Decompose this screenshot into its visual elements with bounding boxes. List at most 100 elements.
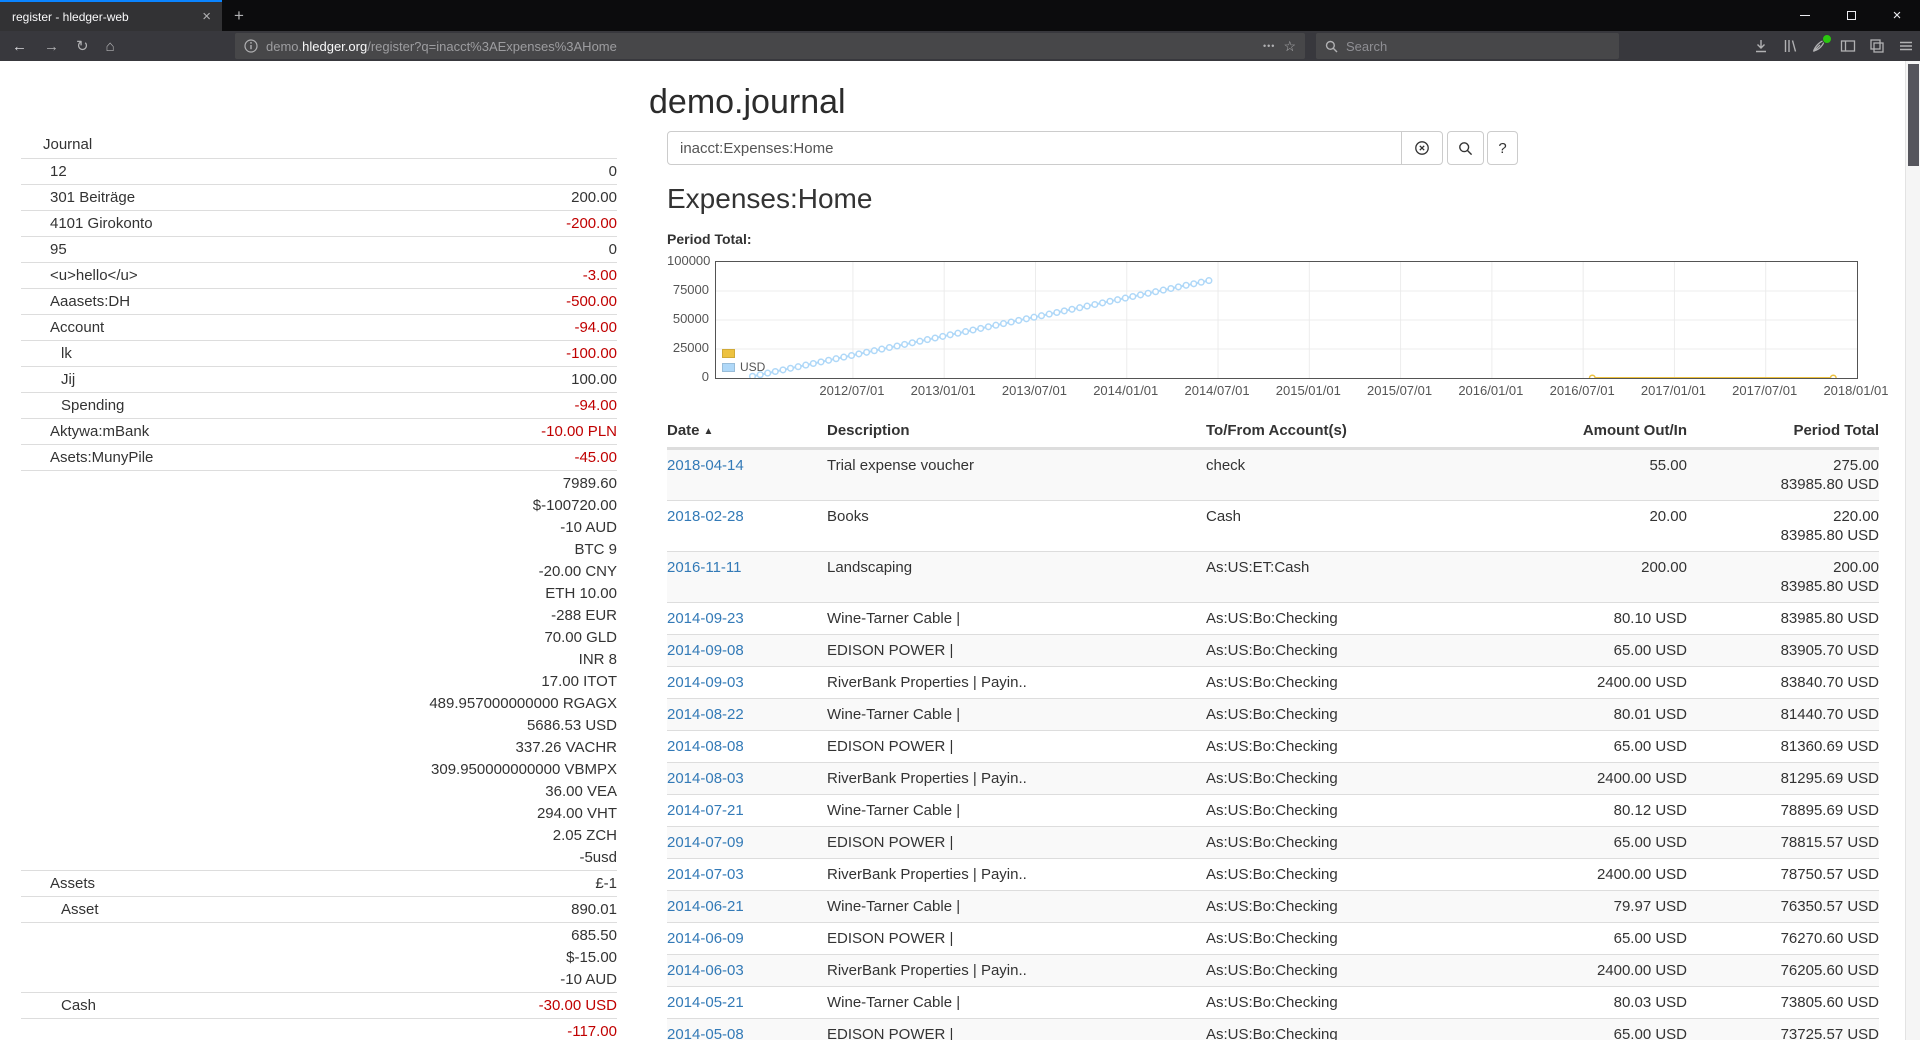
register-row[interactable]: 2014-07-03 RiverBank Properties | Payin..… [667, 858, 1879, 890]
sidebar-account-row[interactable]: 95 0 [21, 236, 617, 262]
browser-tab[interactable]: register - hledger-web × [0, 0, 222, 31]
account-link[interactable]: Aaasets:DH [50, 293, 131, 310]
window-minimize-button[interactable] [1782, 0, 1828, 31]
register-row[interactable]: 2016-11-11 Landscaping As:US:ET:Cash 200.00… [667, 551, 1879, 602]
transaction-date-link[interactable]: 2014-05-21 [667, 994, 744, 1011]
register-row[interactable]: 2014-08-22 Wine-Tarner Cable | As:US:Bo:Ch… [667, 698, 1879, 730]
transaction-date-link[interactable]: 2014-06-09 [667, 930, 744, 947]
transaction-date-link[interactable]: 2014-09-23 [667, 610, 744, 627]
sidebar-account-row[interactable]: 12 0 [21, 158, 617, 184]
account-link[interactable]: 12 [50, 163, 67, 180]
register-row[interactable]: 2014-09-23 Wine-Tarner Cable | As:US:Bo:Ch… [667, 602, 1879, 634]
library-icon[interactable] [1782, 38, 1798, 54]
sidebar-toggle-icon[interactable] [1840, 38, 1856, 54]
sidebar-account-row[interactable]: Account -94.00 [21, 314, 617, 340]
register-row[interactable]: 2014-07-21 Wine-Tarner Cable | As:US:Bo:Ch… [667, 794, 1879, 826]
sidebar-account-row[interactable]: Aktywa:mBank -10.00 PLN [21, 418, 617, 444]
column-header-amount[interactable]: Amount Out/In [1582, 422, 1687, 439]
account-link[interactable]: Spending [61, 397, 125, 414]
window-maximize-button[interactable] [1828, 0, 1874, 31]
reload-button[interactable]: ↻ [76, 37, 89, 55]
register-row[interactable]: 2014-09-08 EDISON POWER | As:US:Bo:Checkin… [667, 634, 1879, 666]
page-actions-icon[interactable]: ••• [1262, 41, 1276, 51]
downloads-icon[interactable] [1753, 38, 1769, 54]
bookmark-star-icon[interactable]: ☆ [1283, 37, 1296, 54]
tab-close-icon[interactable]: × [202, 8, 211, 25]
register-row[interactable]: 2018-02-28 Books Cash 20.00 220.00 83985.80 U… [667, 500, 1879, 551]
transaction-date-link[interactable]: 2018-04-14 [667, 457, 744, 474]
register-row[interactable]: 2014-05-08 EDISON POWER | As:US:Bo:Checkin… [667, 1018, 1879, 1040]
transaction-date-link[interactable]: 2018-02-28 [667, 508, 744, 525]
sidebar-account-row[interactable]: Assets £-1 [21, 870, 617, 896]
sidebar-account-row[interactable]: Aaasets:DH -500.00 [21, 288, 617, 314]
query-input[interactable] [667, 131, 1402, 165]
site-info-icon[interactable] [244, 39, 258, 53]
browser-search-bar[interactable]: Search [1316, 33, 1619, 59]
register-row[interactable]: 2014-06-09 EDISON POWER | As:US:Bo:Checkin… [667, 922, 1879, 954]
pages-icon[interactable] [1869, 38, 1885, 54]
register-row[interactable]: 2014-05-21 Wine-Tarner Cable | As:US:Bo:Ch… [667, 986, 1879, 1018]
account-link[interactable]: Cash [61, 997, 97, 1014]
back-button[interactable]: ← [12, 37, 27, 55]
account-link[interactable]: Assets [50, 875, 96, 892]
transaction-date-link[interactable]: 2014-09-03 [667, 674, 744, 691]
run-search-button[interactable] [1447, 131, 1484, 165]
extension-quill-icon[interactable] [1811, 34, 1832, 54]
register-row[interactable]: 2018-04-14 Trial expense voucher check 55.0… [667, 449, 1879, 500]
sidebar-account-row[interactable]: Spending -94.00 [21, 392, 617, 418]
transaction-date-link[interactable]: 2014-07-21 [667, 802, 744, 819]
page-scrollbar[interactable] [1905, 61, 1920, 1040]
sidebar-account-row[interactable]: 4101 Girokonto -200.00 [21, 210, 617, 236]
help-button[interactable]: ? [1487, 131, 1518, 165]
home-button[interactable]: ⌂ [105, 37, 115, 55]
transaction-date-link[interactable]: 2014-08-08 [667, 738, 744, 755]
register-row[interactable]: 2014-09-03 RiverBank Properties | Payin..… [667, 666, 1879, 698]
sidebar-account-row[interactable]: 7989.60 $-100720.00 -10 AUD BTC 9 -20.00 CNY… [21, 470, 617, 870]
account-link[interactable]: Jij [61, 371, 76, 388]
sidebar-account-row[interactable]: lk -100.00 [21, 340, 617, 366]
account-link[interactable]: 95 [50, 241, 67, 258]
sidebar-account-row[interactable]: Asets:MunyPile -45.00 [21, 444, 617, 470]
transaction-date-link[interactable]: 2016-11-11 [667, 559, 742, 576]
transaction-date-link[interactable]: 2014-06-21 [667, 898, 744, 915]
transaction-date-link[interactable]: 2014-08-03 [667, 770, 744, 787]
register-row[interactable]: 2014-07-09 EDISON POWER | As:US:Bo:Checkin… [667, 826, 1879, 858]
sidebar-account-row[interactable]: 685.50 $-15.00 -10 AUD [21, 922, 617, 992]
transaction-date-link[interactable]: 2014-05-08 [667, 1026, 744, 1040]
column-header-period-total[interactable]: Period Total [1793, 422, 1879, 439]
column-header-account[interactable]: To/From Account(s) [1206, 422, 1347, 439]
url-text[interactable]: demo.hledger.org/register?q=inacct%3AExp… [266, 39, 1255, 54]
column-header-description[interactable]: Description [827, 422, 910, 439]
sidebar-account-row[interactable]: <u>hello</u> -3.00 [21, 262, 617, 288]
account-link[interactable]: <u>hello</u> [50, 267, 138, 284]
account-link[interactable]: Aktywa:mBank [50, 423, 150, 440]
register-row[interactable]: 2014-08-08 EDISON POWER | As:US:Bo:Checkin… [667, 730, 1879, 762]
register-row[interactable]: 2014-06-03 RiverBank Properties | Payin..… [667, 954, 1879, 986]
register-row[interactable]: 2014-08-03 RiverBank Properties | Payin..… [667, 762, 1879, 794]
sidebar-account-row[interactable]: -117.00 [21, 1018, 617, 1040]
account-link[interactable]: Asets:MunyPile [50, 449, 154, 466]
column-header-date[interactable]: Date ▲ [667, 415, 827, 447]
new-tab-button[interactable]: + [234, 5, 244, 25]
account-link[interactable]: 4101 Girokonto [50, 215, 153, 232]
clear-query-button[interactable] [1401, 131, 1443, 165]
sidebar-account-row[interactable]: Cash -30.00 USD [21, 992, 617, 1018]
account-link[interactable]: Asset [61, 901, 99, 918]
address-bar[interactable]: demo.hledger.org/register?q=inacct%3AExp… [235, 33, 1305, 59]
window-close-button[interactable]: × [1892, 7, 1902, 24]
transaction-date-link[interactable]: 2014-07-03 [667, 866, 744, 883]
transaction-date-link[interactable]: 2014-08-22 [667, 706, 744, 723]
sidebar-account-row[interactable]: 301 Beiträge 200.00 [21, 184, 617, 210]
sidebar-account-row[interactable]: Jij 100.00 [21, 366, 617, 392]
sidebar-journal-link[interactable]: Journal [43, 136, 93, 153]
register-row[interactable]: 2014-06-21 Wine-Tarner Cable | As:US:Bo:Ch… [667, 890, 1879, 922]
transaction-date-link[interactable]: 2014-09-08 [667, 642, 744, 659]
account-link[interactable]: 301 Beiträge [50, 189, 136, 206]
account-link[interactable]: Account [50, 319, 105, 336]
transaction-date-link[interactable]: 2014-07-09 [667, 834, 744, 851]
forward-button[interactable]: → [44, 37, 59, 55]
scrollbar-thumb[interactable] [1908, 64, 1919, 166]
menu-icon[interactable] [1898, 38, 1914, 54]
transaction-date-link[interactable]: 2014-06-03 [667, 962, 744, 979]
account-link[interactable]: lk [61, 345, 72, 362]
